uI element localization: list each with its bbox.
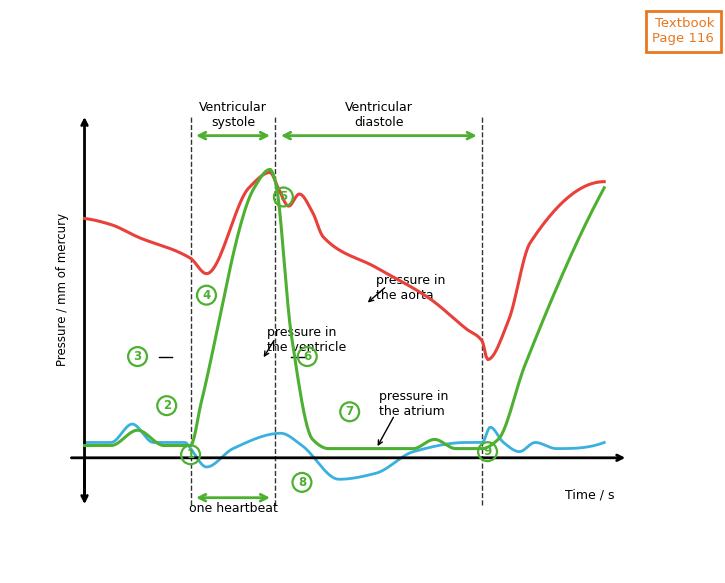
Text: 8: 8 — [298, 476, 306, 489]
Text: 4: 4 — [202, 289, 211, 301]
Text: pressure in
the aorta: pressure in the aorta — [376, 273, 446, 302]
Text: Textbook
Page 116: Textbook Page 116 — [652, 17, 714, 45]
Text: Time / s: Time / s — [566, 489, 615, 501]
Text: one heartbeat: one heartbeat — [188, 503, 278, 515]
Text: 1: 1 — [186, 448, 194, 461]
Text: pressure in
the atrium: pressure in the atrium — [379, 390, 448, 419]
Text: Pressure / mm of mercury: Pressure / mm of mercury — [56, 212, 69, 366]
Text: 3: 3 — [133, 350, 141, 363]
Text: pressure in
the ventricle: pressure in the ventricle — [268, 326, 347, 354]
Text: Ventricular
systole: Ventricular systole — [199, 101, 267, 129]
Text: Ventricular
diastole: Ventricular diastole — [345, 101, 413, 129]
Text: 9: 9 — [484, 445, 492, 458]
Text: 7: 7 — [346, 405, 354, 418]
Text: 2: 2 — [162, 399, 171, 412]
Text: 6: 6 — [303, 350, 311, 363]
Text: 5: 5 — [279, 191, 288, 203]
